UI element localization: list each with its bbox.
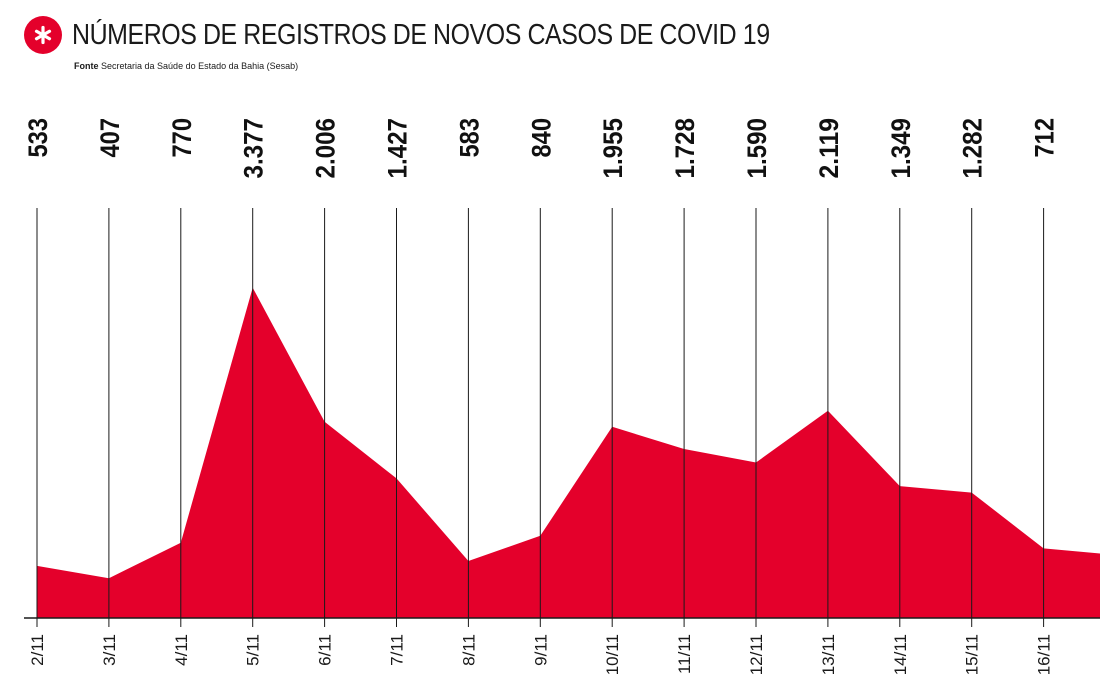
area-series: [37, 287, 1100, 618]
value-label-4-11: 770: [167, 118, 197, 158]
value-label-14-11: 1.349: [886, 118, 916, 179]
value-label-7-11: 1.427: [383, 118, 413, 179]
x-tick-label-7-11: 7/11: [388, 634, 407, 666]
chart-header: NÚMEROS DE REGISTROS DE NOVOS CASOS DE C…: [24, 14, 1084, 74]
x-tick-label-2-11: 2/11: [28, 634, 47, 666]
x-tick-label-10-11: 10/11: [603, 634, 622, 675]
value-label-10-11: 1.955: [598, 118, 628, 179]
source-note: Fonte Secretaria da Saúde do Estado da B…: [74, 60, 298, 72]
value-label-3-11: 407: [95, 118, 125, 158]
value-label-6-11: 2.006: [311, 118, 341, 179]
x-tick-label-8-11: 8/11: [459, 634, 478, 666]
value-label-2-11: 533: [23, 118, 53, 158]
source-label: Fonte: [74, 61, 99, 71]
value-label-15-11: 1.282: [958, 118, 988, 179]
chart-title: NÚMEROS DE REGISTROS DE NOVOS CASOS DE C…: [72, 19, 770, 51]
x-tick-label-5-11: 5/11: [244, 634, 263, 666]
value-label-5-11: 3.377: [239, 118, 269, 179]
x-tick-label-11-11: 11/11: [675, 634, 694, 674]
x-tick-label-6-11: 6/11: [316, 634, 335, 666]
value-label-9-11: 840: [526, 118, 556, 158]
x-tick-label-15-11: 15/11: [963, 634, 982, 675]
x-tick-label-4-11: 4/11: [172, 634, 191, 666]
value-label-12-11: 1.590: [742, 118, 772, 179]
x-tick-label-3-11: 3/11: [100, 634, 119, 666]
value-label-13-11: 2.119: [814, 118, 844, 179]
x-tick-label-16-11: 16/11: [1035, 634, 1054, 675]
x-tick-label-12-11: 12/11: [747, 634, 766, 675]
value-label-8-11: 583: [454, 118, 484, 158]
x-tick-label-13-11: 13/11: [819, 634, 838, 675]
value-label-11-11: 1.728: [670, 118, 700, 179]
value-label-16-11: 712: [1030, 118, 1060, 158]
source-text: Secretaria da Saúde do Estado da Bahia (…: [101, 61, 299, 71]
x-tick-label-14-11: 14/11: [891, 634, 910, 675]
x-tick-label-9-11: 9/11: [531, 634, 550, 666]
asterisk-icon: [24, 16, 62, 54]
